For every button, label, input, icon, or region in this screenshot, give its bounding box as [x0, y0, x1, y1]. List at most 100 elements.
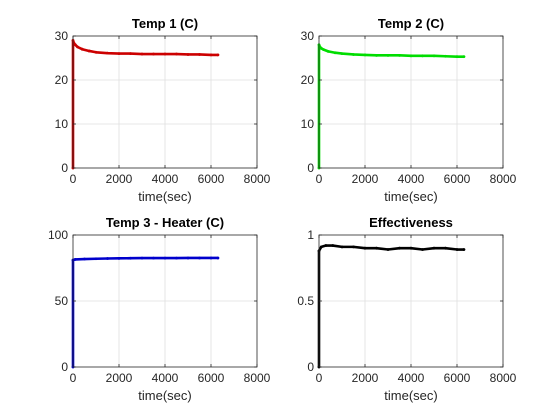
data-point	[186, 256, 190, 260]
chart-panel-temp-3: 0 2000 4000 6000 8000 0 50 100 Temp 3 - Heater (…	[48, 215, 271, 403]
x-tick-label: 0	[70, 172, 77, 186]
data-point	[163, 256, 167, 260]
data-point	[326, 50, 330, 53]
data-point	[322, 48, 325, 52]
data-point	[444, 246, 447, 250]
chart-title: Temp 1 (C)	[132, 16, 198, 31]
data-point	[375, 53, 378, 57]
x-tick-label: 2000	[352, 371, 379, 385]
y-tick-label: 0	[307, 161, 314, 175]
data-point	[73, 43, 77, 47]
x-tick-label: 2000	[106, 371, 133, 385]
x-tick-label: 4000	[152, 172, 179, 186]
data-point	[331, 244, 335, 247]
chart-title: Temp 3 - Heater (C)	[106, 215, 224, 230]
x-tick-label: 0	[316, 371, 323, 385]
data-point	[152, 52, 155, 56]
data-point	[352, 245, 355, 249]
y-tick-label: 20	[301, 73, 315, 87]
chart-title: Temp 2 (C)	[378, 16, 444, 31]
data-point	[421, 54, 424, 58]
data-point	[398, 246, 401, 250]
data-point	[198, 53, 201, 56]
data-point	[83, 257, 86, 261]
x-axis-label: time(sec)	[384, 388, 437, 403]
y-tick-label: 30	[55, 29, 69, 43]
y-tick-label: 10	[55, 117, 69, 131]
data-point	[421, 248, 424, 251]
data-point	[363, 246, 367, 250]
x-tick-label: 6000	[444, 172, 471, 186]
data-point	[140, 52, 144, 56]
x-tick-label: 6000	[198, 172, 225, 186]
data-point	[352, 53, 355, 56]
data-point	[333, 51, 337, 55]
data-point	[209, 256, 213, 260]
y-tick-label: 50	[55, 294, 69, 308]
x-tick-label: 8000	[490, 371, 517, 385]
data-point	[175, 52, 178, 56]
x-tick-label: 8000	[244, 371, 271, 385]
data-point	[129, 256, 132, 260]
data-point	[163, 52, 167, 56]
series-line	[71, 256, 220, 369]
y-tick-label: 0.5	[297, 294, 314, 308]
chart-panel-temp-1: 0 2000 4000 6000 8000 0 10 20 30 Temp 1 (C) time(s…	[55, 16, 271, 204]
data-point	[94, 50, 98, 54]
data-point	[140, 256, 144, 260]
x-tick-label: 8000	[490, 172, 517, 186]
y-tick-label: 1	[307, 228, 314, 242]
y-tick-label: 0	[61, 360, 68, 374]
x-tick-label: 4000	[152, 371, 179, 385]
x-tick-label: 4000	[398, 371, 425, 385]
data-point	[462, 248, 466, 251]
data-point	[409, 54, 413, 58]
data-point	[444, 54, 447, 58]
chart-panel-temp-2: 0 2000 4000 6000 8000 0 10 20 30 Temp 2 (C) time(s…	[301, 16, 517, 204]
data-point	[455, 55, 459, 59]
x-tick-label: 0	[70, 371, 77, 385]
data-point	[432, 54, 436, 58]
chart-panel-effectiveness: 0 2000 4000 6000 8000 0 0.5 1 Effectiveness time(…	[297, 215, 516, 403]
data-point	[106, 257, 109, 260]
x-tick-label: 8000	[244, 172, 271, 186]
data-point	[216, 53, 220, 57]
data-point	[319, 46, 323, 50]
data-point	[73, 258, 77, 261]
chart-title: Effectiveness	[369, 215, 453, 230]
data-point	[455, 248, 459, 251]
y-tick-label: 0	[61, 161, 68, 175]
data-point	[386, 248, 390, 251]
y-tick-label: 20	[55, 73, 69, 87]
data-point	[129, 52, 132, 55]
y-tick-label: 0	[307, 360, 314, 374]
data-point	[76, 45, 79, 49]
data-point	[117, 256, 121, 260]
x-axis-label: time(sec)	[138, 388, 191, 403]
x-tick-label: 6000	[198, 371, 225, 385]
x-axis-label: time(sec)	[138, 189, 191, 204]
data-point	[87, 49, 91, 53]
x-tick-label: 4000	[398, 172, 425, 186]
data-point	[462, 55, 466, 59]
data-point	[432, 246, 436, 250]
data-point	[186, 53, 190, 56]
data-point	[198, 256, 201, 260]
data-point	[106, 51, 109, 55]
data-point	[398, 53, 401, 57]
data-point	[375, 246, 378, 250]
data-point	[324, 244, 328, 247]
data-point	[117, 52, 121, 55]
data-point	[209, 53, 213, 57]
data-point	[175, 256, 178, 260]
data-point	[386, 53, 390, 57]
data-point	[340, 52, 344, 55]
x-tick-label: 6000	[444, 371, 471, 385]
data-point	[94, 257, 98, 261]
x-tick-label: 2000	[352, 172, 379, 186]
y-tick-label: 10	[301, 117, 315, 131]
y-tick-label: 30	[301, 29, 315, 43]
data-point	[340, 245, 344, 249]
data-point	[152, 256, 155, 260]
